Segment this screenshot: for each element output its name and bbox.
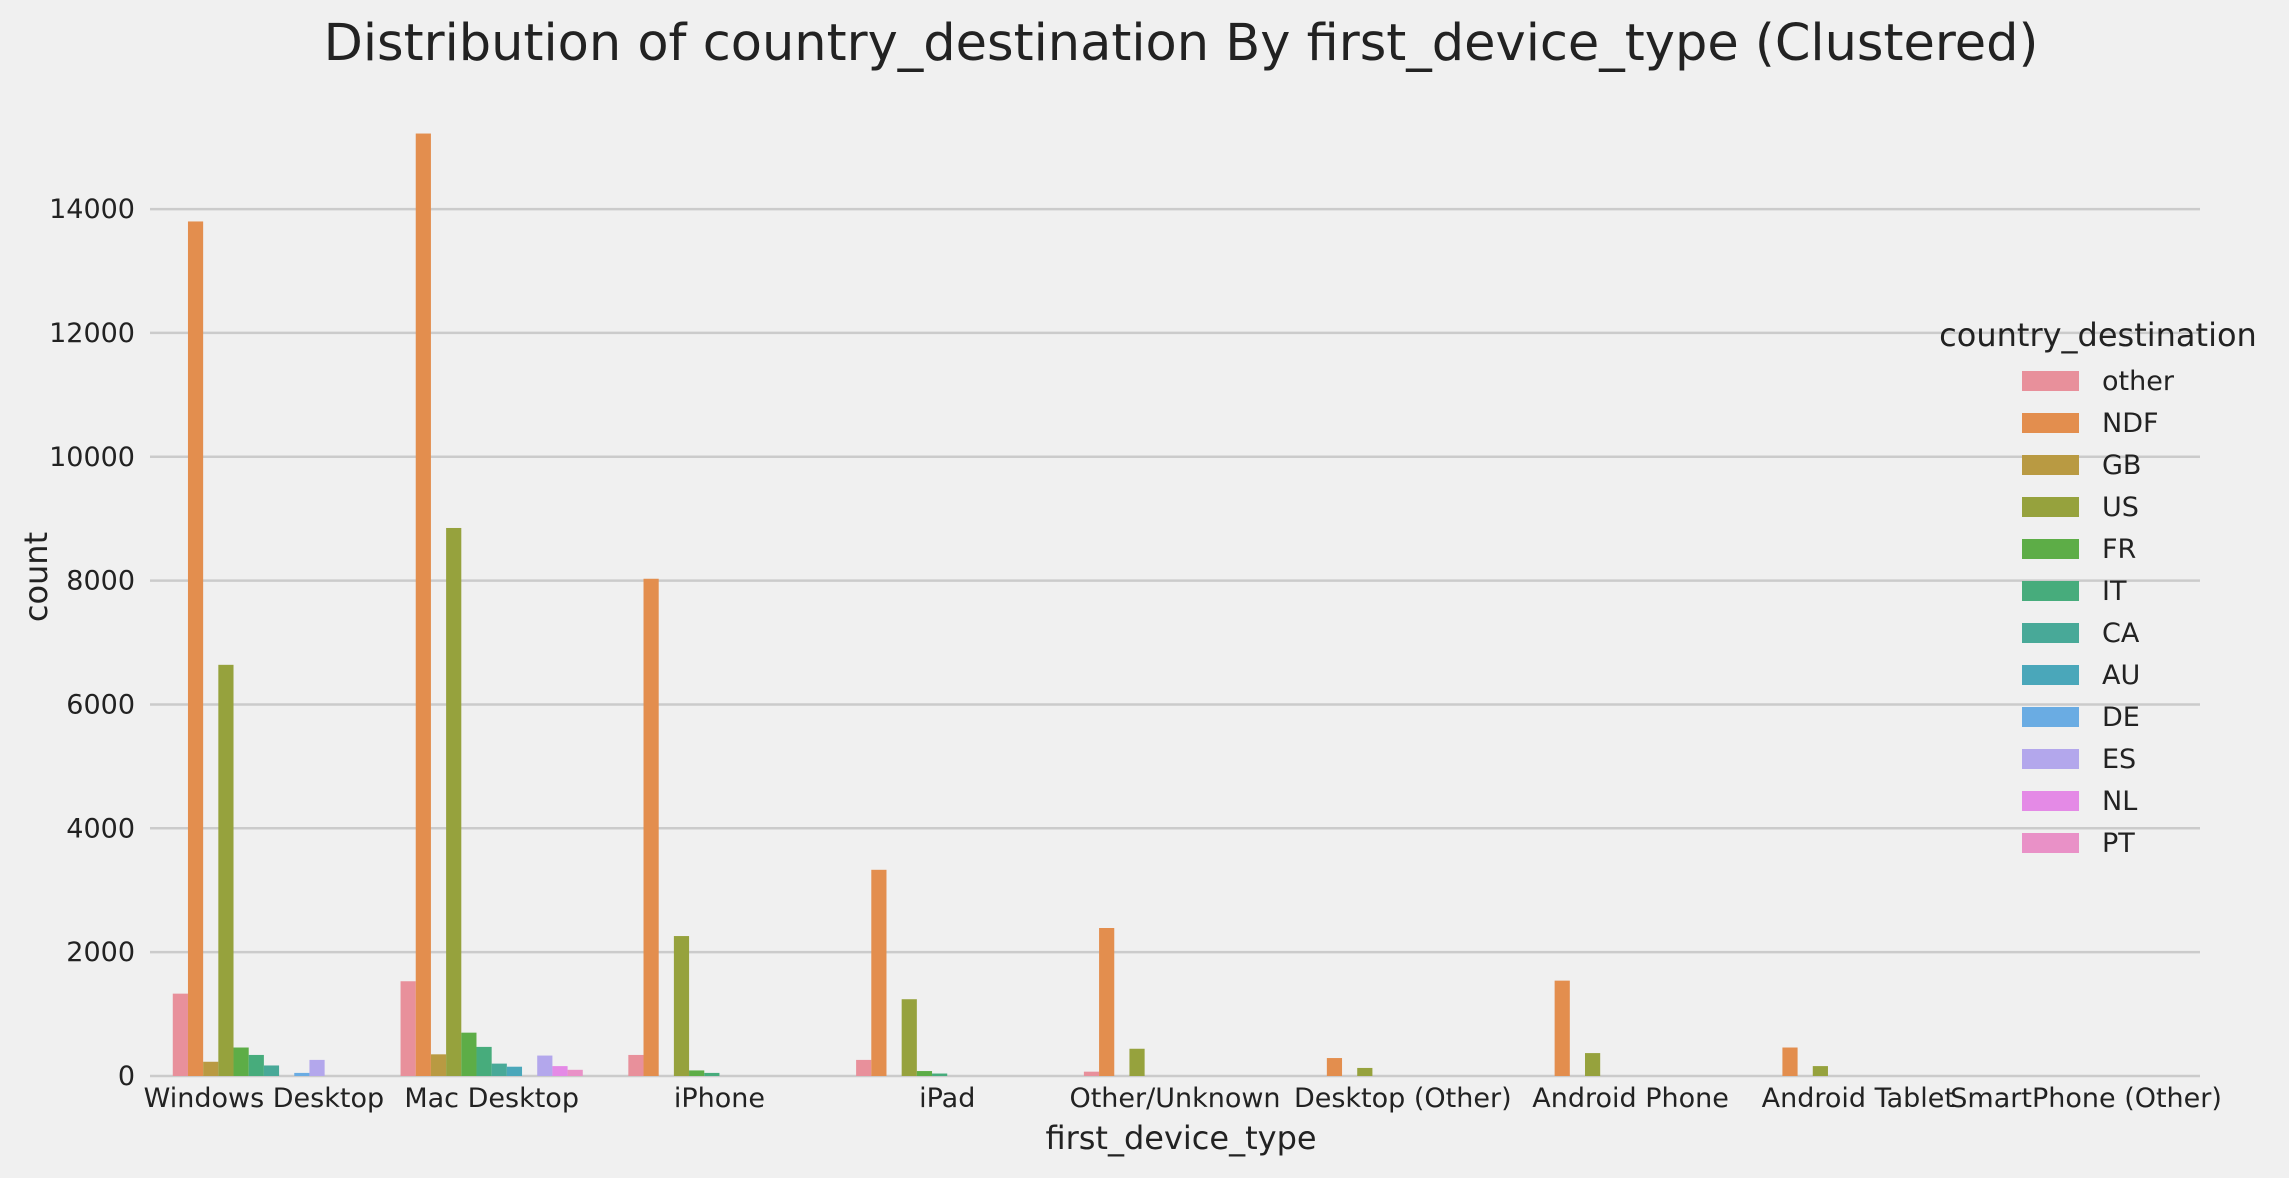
legend-label: DE [2102,702,2140,733]
bar-other-0 [172,993,188,1076]
y-tick-labels: 0 2000 4000 6000 8000 10000 12000 14000 [49,194,135,1092]
x-tick-label: iPad [919,1083,975,1114]
legend-label: CA [2102,618,2140,649]
bar-ndf-5 [1326,1058,1343,1076]
bars [172,133,1828,1076]
bar-other-2 [628,1054,644,1076]
bar-gb-1 [430,1054,447,1076]
legend-label: PT [2102,828,2135,859]
bar-ndf-0 [187,221,204,1076]
x-tick-label: Desktop (Other) [1294,1083,1512,1114]
legend-label: IT [2102,576,2127,607]
legend-label: GB [2102,450,2141,481]
legend-label: FR [2102,534,2136,565]
x-tick-label: Android Tablet [1762,1083,1955,1114]
bar-ndf-2 [643,578,659,1076]
bar-es-0 [309,1059,325,1076]
bar-es-1 [537,1055,553,1076]
bar-ca-0 [263,1065,280,1076]
legend-swatch-us [2022,497,2079,517]
bar-gb-0 [203,1061,219,1076]
bar-us-6 [1585,1053,1601,1076]
legend-swatch-nl [2022,791,2079,811]
y-tick-label: 6000 [66,689,135,720]
bar-other-3 [856,1059,872,1076]
legend-swatch-ca [2022,623,2079,643]
bar-fr-0 [233,1047,249,1076]
y-tick-label: 10000 [49,442,135,473]
x-tick-label: Windows Desktop [144,1083,384,1114]
x-tick-label: Mac Desktop [404,1083,579,1114]
legend-swatch-au [2022,665,2079,685]
y-tick-label: 2000 [66,937,135,968]
x-tick-label: SmartPhone (Other) [1950,1083,2222,1114]
y-tick-label: 12000 [49,318,135,349]
bar-au-1 [506,1066,523,1076]
bar-fr-3 [916,1071,933,1076]
legend-swatch-fr [2022,539,2079,559]
legend-swatch-it [2022,581,2079,601]
legend-title: country_destination [1939,316,2257,354]
x-tick-label: Android Phone [1532,1083,1729,1114]
y-tick-label: 8000 [66,566,135,597]
legend-label: NDF [2102,408,2159,439]
legend-label: AU [2102,660,2140,691]
y-axis-label: count [17,532,55,622]
bar-us-0 [218,664,234,1076]
x-axis-label: first_device_type [1045,1119,1316,1157]
x-tick-label: Other/Unknown [1069,1083,1280,1114]
legend-swatch-es [2022,749,2079,769]
bar-it-2 [704,1072,720,1076]
legend-swatch-pt [2022,833,2079,853]
bar-us-3 [901,999,917,1076]
legend-swatch-de [2022,707,2079,727]
bar-de-0 [294,1072,310,1076]
x-tick-labels: Windows Desktop Mac Desktop iPhone iPad Othe… [144,1083,2222,1114]
y-tick-label: 14000 [49,194,135,225]
bar-us-7 [1812,1066,1828,1076]
legend-label: US [2102,492,2139,523]
bar-us-1 [446,527,462,1076]
gridlines [150,207,2200,1078]
y-tick-label: 0 [118,1061,135,1092]
x-tick-label: iPhone [674,1083,765,1114]
bar-ndf-1 [415,133,431,1076]
y-tick-label: 4000 [66,813,135,844]
bar-us-4 [1129,1048,1145,1076]
legend: country_destination other NDF GB US FR IT CA AU… [1939,316,2257,859]
bar-fr-2 [689,1070,705,1076]
bar-it-3 [932,1073,948,1076]
legend-swatch-gb [2022,455,2079,475]
bar-ndf-4 [1099,928,1115,1076]
legend-label: NL [2102,786,2137,817]
bar-other-1 [400,981,416,1076]
bar-ndf-7 [1782,1047,1798,1076]
bar-pt-1 [567,1069,583,1076]
bar-ca-1 [491,1063,507,1076]
legend-swatch-other [2022,371,2079,391]
legend-label: other [2102,366,2175,397]
bar-other-4 [1083,1071,1100,1076]
bar-ndf-6 [1554,980,1570,1076]
bar-us-5 [1357,1067,1373,1076]
bar-us-2 [673,936,690,1076]
bar-it-1 [476,1046,492,1076]
bar-ndf-3 [871,869,887,1076]
bar-nl-1 [552,1066,568,1076]
bar-fr-1 [461,1032,477,1076]
chart-title: Distribution of country_destination By f… [324,14,2039,73]
bar-it-0 [248,1054,264,1076]
legend-swatch-ndf [2022,413,2079,433]
legend-label: ES [2102,744,2136,775]
